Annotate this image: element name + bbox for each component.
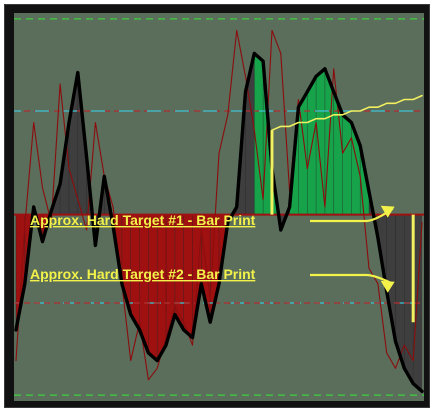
histogram-bar (245, 53, 255, 215)
annotation-arrow-1-head (380, 205, 395, 218)
histogram-bar (16, 214, 25, 330)
annotation-arrow-2-head (380, 280, 395, 293)
series-line-yellow-signal-line (271, 94, 423, 131)
histogram-bar (24, 207, 34, 284)
histogram-bar (130, 214, 140, 330)
histogram-bar (254, 53, 264, 215)
annotation-arrow-2 (310, 273, 394, 285)
series-line-thick-black-line (14, 51, 424, 393)
histogram-bar (395, 214, 405, 369)
histogram-bar (68, 72, 78, 215)
histogram-bar (404, 214, 414, 384)
histogram-bar (386, 214, 396, 342)
histogram-bar (139, 214, 149, 353)
oscillator-chart: Approx. Hard Target #1 - Bar Print Appro… (14, 18, 424, 396)
histogram-bar (157, 214, 167, 361)
series-lines (14, 29, 424, 393)
histogram-bar (148, 214, 158, 361)
histogram-bar (342, 114, 352, 215)
annotation-hard-target-2: Approx. Hard Target #2 - Bar Print (30, 266, 256, 282)
histogram-bar (192, 214, 202, 338)
series-line-thin-red-line (15, 29, 423, 381)
chart-plot-area: Approx. Hard Target #1 - Bar Print Appro… (14, 13, 424, 401)
histogram-bar (174, 214, 184, 330)
histogram-bar (183, 214, 193, 338)
chart-window-frame: Approx. Hard Target #1 - Bar Print Appro… (4, 4, 430, 408)
annotation-hard-target-1: Approx. Hard Target #1 - Bar Print (30, 212, 256, 228)
histogram-bar (210, 214, 219, 323)
histogram-bar (333, 91, 343, 215)
histogram-bar (316, 68, 325, 215)
annotations: Approx. Hard Target #1 - Bar Print Appro… (30, 205, 395, 293)
